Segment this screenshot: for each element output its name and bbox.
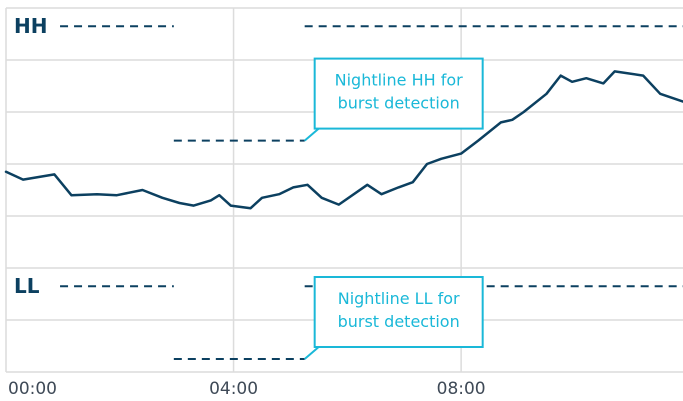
callout-2: Nightline LL for burst detection <box>304 276 484 360</box>
threshold-hh-label: HH <box>14 14 47 38</box>
callout-text: Nightline HH for <box>335 71 464 90</box>
callout-text: burst detection <box>338 94 460 113</box>
callout-text: Nightline LL for <box>338 289 460 308</box>
x-tick-label: 04:00 <box>209 379 258 399</box>
callout-box <box>313 276 484 348</box>
threshold-ll-label: LL <box>14 274 40 298</box>
callout-pointer <box>304 127 320 142</box>
series-layer <box>4 70 683 210</box>
x-tick-label: 00:00 <box>8 379 57 399</box>
x-tick-label: 08:00 <box>437 379 486 399</box>
series-line <box>4 70 683 210</box>
callout-1: Nightline HH for burst detection <box>304 57 484 142</box>
callout-box <box>313 57 484 130</box>
callout-pointer <box>304 346 320 360</box>
threshold-lines: HH LL <box>14 14 683 360</box>
x-axis-ticks: 00:00 04:00 08:00 <box>8 379 486 399</box>
callout-text: burst detection <box>338 312 460 331</box>
